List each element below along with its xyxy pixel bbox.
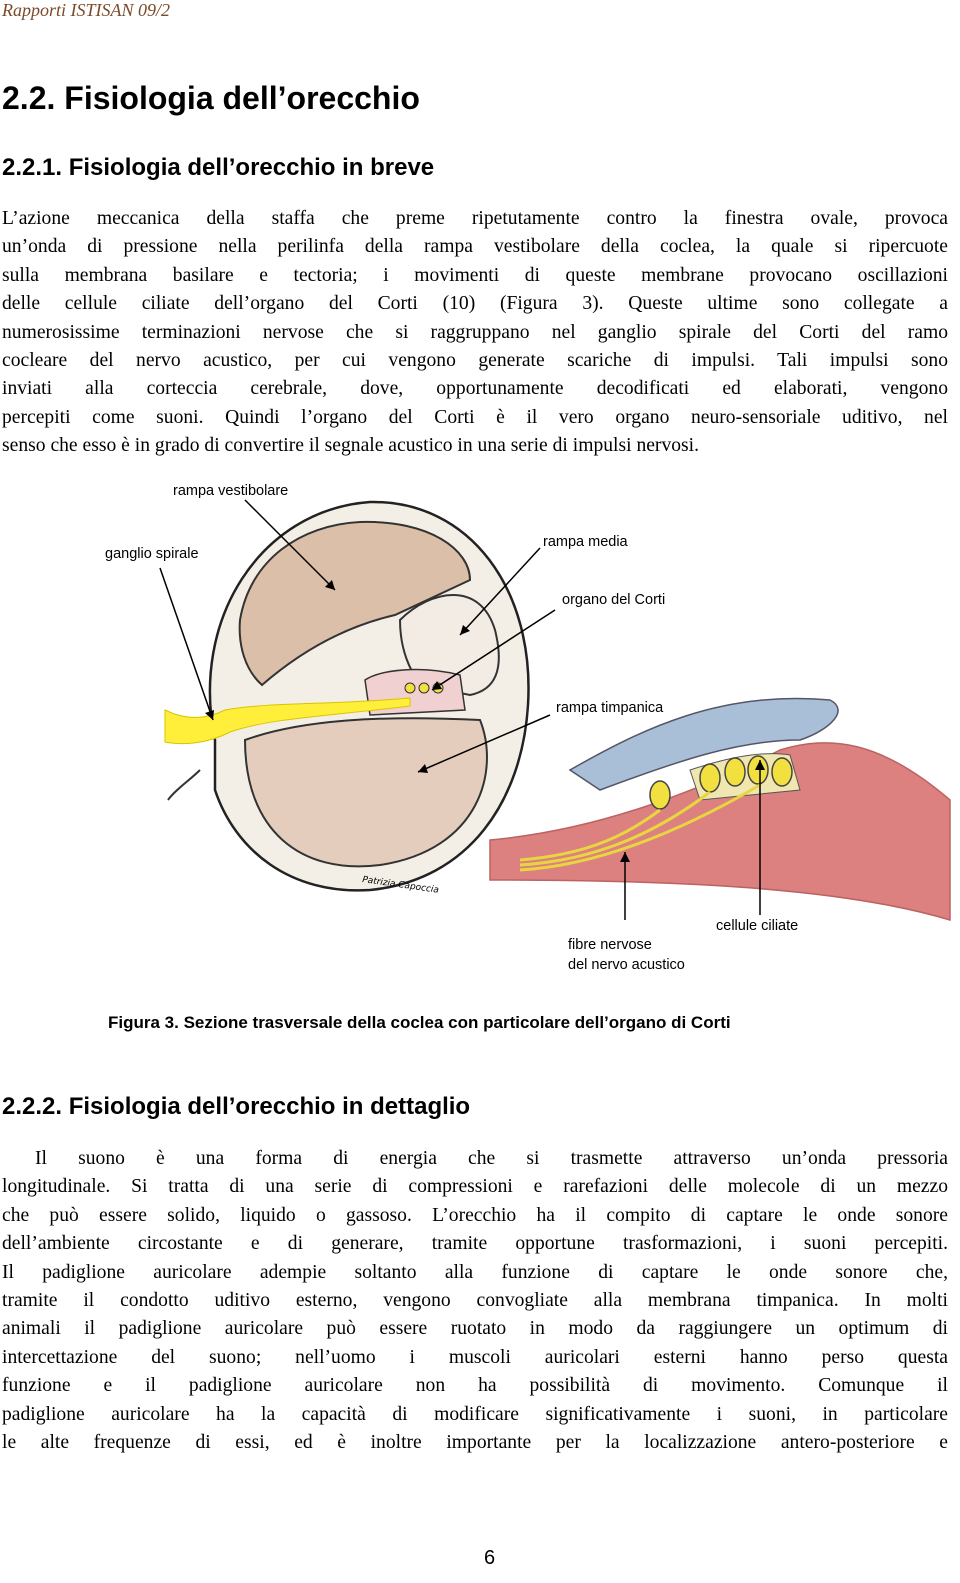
- text-line: Il suono è una forma di energia che si t…: [35, 1148, 948, 1169]
- text-line: cocleare del nervo acustico, per cui ven…: [2, 349, 948, 371]
- text-line: L’azione meccanica della staffa che prem…: [2, 208, 948, 229]
- text-line: numerosissime terminazioni nervose che s…: [2, 321, 948, 343]
- text-line: Il padiglione auricolare adempie soltant…: [2, 1261, 948, 1283]
- text-line: percepiti come suoni. Quindi l’organo de…: [2, 406, 948, 428]
- figure-label: del nervo acustico: [568, 957, 685, 973]
- text-line: padiglione auricolare ha la capacità di …: [2, 1403, 948, 1425]
- subsection-heading: 2.2.1. Fisiologia dell’orecchio in breve: [2, 154, 435, 181]
- text-line: che può essere solido, liquido o gassoso…: [2, 1204, 948, 1226]
- figure-caption: Figura 3. Sezione trasversale della cocl…: [108, 1013, 731, 1032]
- section-heading: 2.2. Fisiologia dell’orecchio: [2, 80, 420, 116]
- text-line: tramite il condotto uditivo esterno, ven…: [2, 1289, 948, 1311]
- figure-label: cellule ciliate: [716, 918, 798, 934]
- running-title: Rapporti ISTISAN 09/2: [2, 0, 171, 20]
- text-line: intercettazione del suono; nell’uomo i m…: [2, 1346, 948, 1368]
- arrows: [159, 499, 761, 920]
- text-line: delle cellule ciliate dell’organo del Co…: [2, 293, 948, 315]
- text-line: funzione e il padiglione auricolare non …: [2, 1375, 948, 1397]
- page-number: 6: [484, 1547, 496, 1569]
- figure-label: fibre nervose: [568, 937, 652, 953]
- figure-label: organo del Corti: [562, 592, 665, 608]
- text-line: un’onda di pressione nella perilinfa del…: [2, 236, 948, 258]
- text-line: longitudinale. Si tratta di una serie di…: [2, 1176, 948, 1198]
- text-line: senso che esso è in grado di convertire …: [2, 435, 700, 457]
- paragraph: Il suono è una forma di energia che si t…: [2, 1145, 948, 1457]
- text-line: le alte frequenze di essi, ed è inoltre …: [2, 1431, 948, 1453]
- text-line: dell’ambiente circostante e di generare,…: [2, 1233, 948, 1255]
- illustration: [164, 500, 951, 922]
- figure: Patrizia Capoccia rampa vestibolare gang…: [105, 483, 951, 973]
- text-line: sulla membrana basilare e tectoria; i mo…: [2, 264, 948, 286]
- figure-label: ganglio spirale: [105, 546, 199, 562]
- subsection-heading: 2.2.2. Fisiologia dell’orecchio in detta…: [2, 1093, 471, 1120]
- figure-label: rampa media: [543, 534, 629, 550]
- figure-label: rampa timpanica: [556, 700, 664, 716]
- paragraph: L’azione meccanica della staffa che prem…: [2, 205, 948, 461]
- figure-label: rampa vestibolare: [173, 483, 288, 499]
- text-line: animali il padiglione auricolare può ess…: [2, 1318, 948, 1340]
- text-line: inviati alla corteccia cerebrale, dove, …: [2, 378, 948, 400]
